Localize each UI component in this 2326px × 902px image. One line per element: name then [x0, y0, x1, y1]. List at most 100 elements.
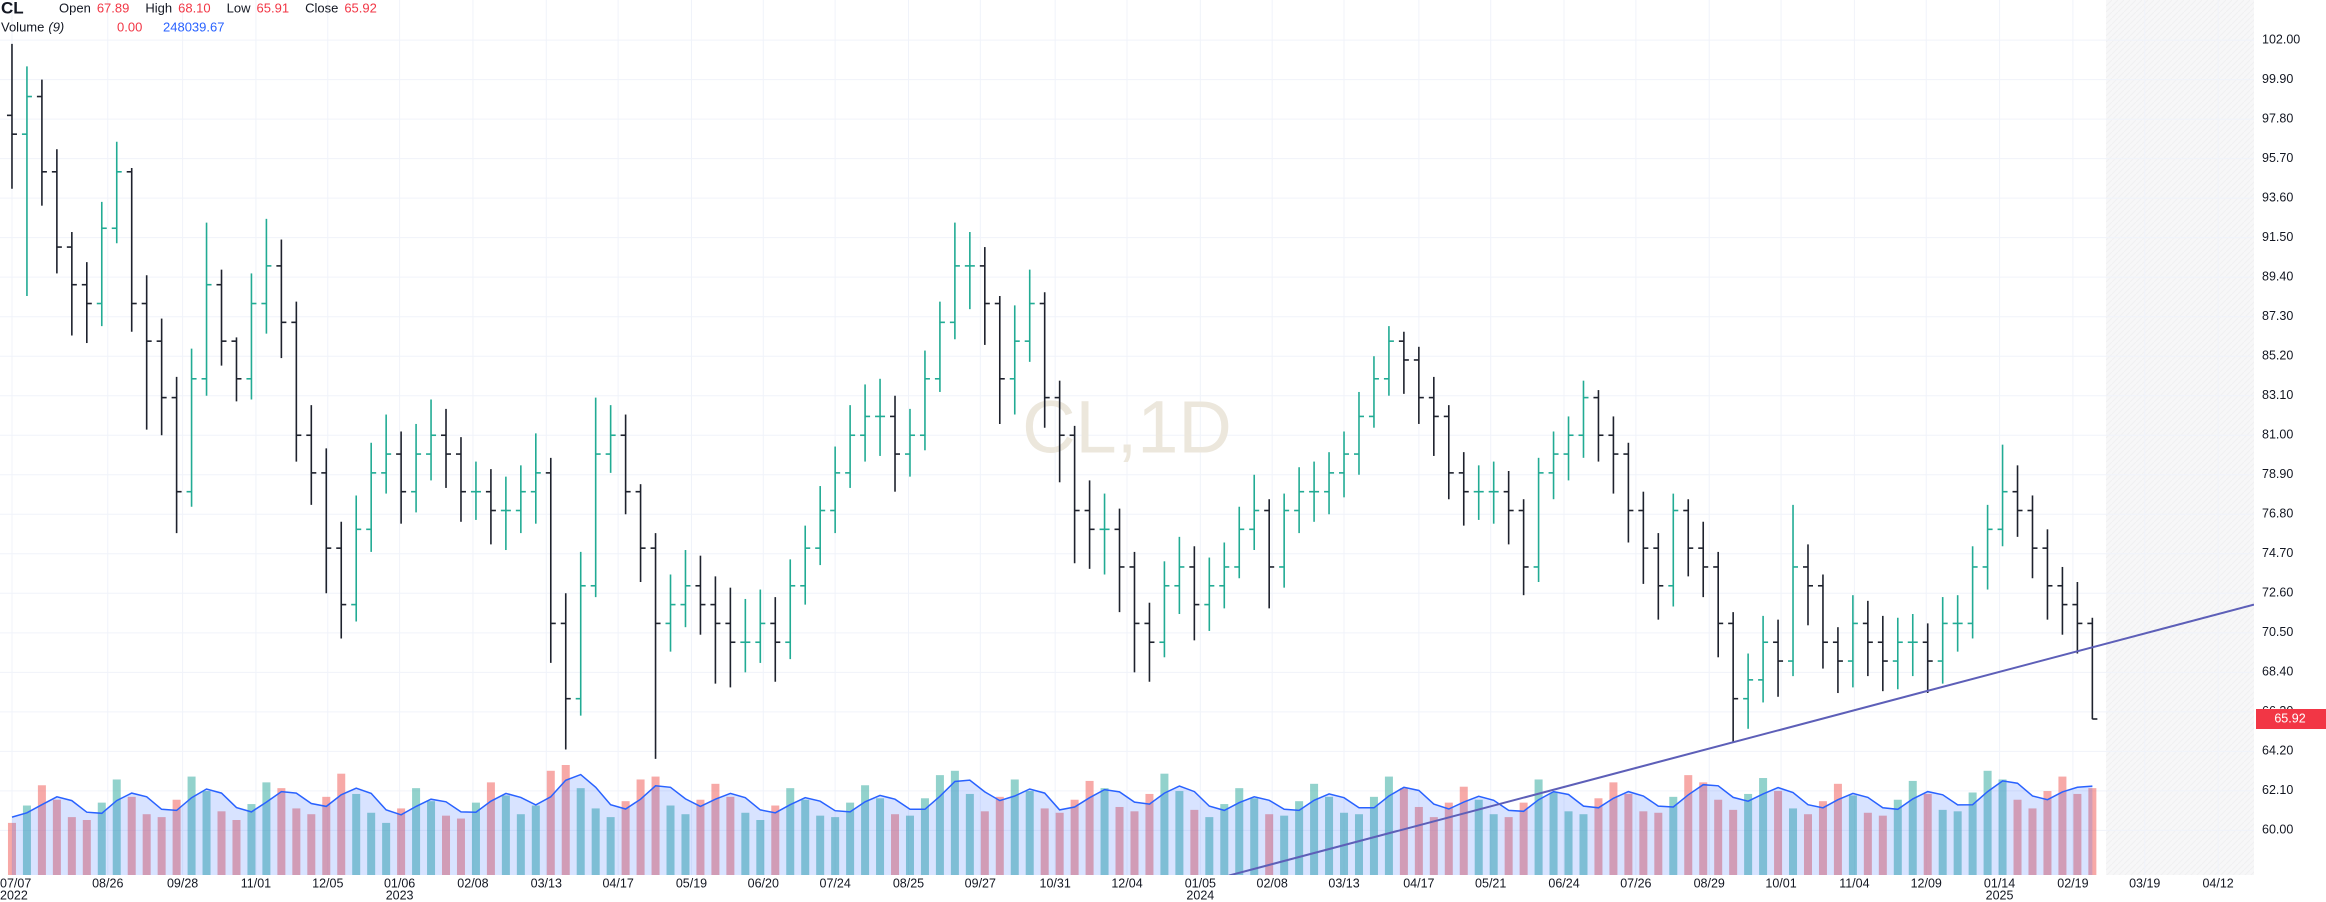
y-tick-label: 99.90 — [2262, 72, 2293, 86]
x-year-label: 2023 — [386, 888, 414, 902]
volume-bar — [1968, 792, 1977, 875]
volume-bar — [1220, 804, 1229, 875]
volume-bar — [97, 802, 106, 875]
watermark: CL,1D — [1022, 386, 1232, 469]
x-tick-label: 03/13 — [1328, 876, 1359, 890]
axis-layer: 102.00 99.90 97.80 95.70 93.60 91.50 89.40 87.3… — [0, 32, 2326, 902]
volume-bar — [1998, 779, 2007, 875]
volume-bar — [1789, 808, 1798, 875]
legend-label: Low — [227, 0, 251, 15]
legend-value: 67.89 — [97, 0, 130, 15]
volume-bar — [1848, 795, 1857, 875]
volume-bar — [382, 822, 391, 875]
y-tick-label: 74.70 — [2262, 546, 2293, 560]
volume-bar — [726, 796, 735, 875]
volume-bar — [1310, 783, 1319, 875]
volume-bar — [1893, 799, 1902, 875]
volume-bar — [1444, 802, 1453, 875]
y-tick-label: 62.10 — [2262, 783, 2293, 797]
volume-bar — [920, 798, 929, 875]
volume-bar — [1040, 808, 1049, 875]
volume-bar — [352, 793, 361, 875]
volume-bar — [1280, 815, 1289, 875]
volume-bar — [1175, 791, 1184, 875]
volume-bar — [187, 776, 196, 875]
volume-label: Volume — [1, 19, 44, 34]
volume-bar — [262, 782, 271, 875]
volume-ma-line — [11, 773, 2093, 818]
y-tick-label: 78.90 — [2262, 467, 2293, 481]
volume-bar — [1983, 770, 1992, 875]
future-area — [2106, 0, 2254, 875]
volume-bar — [1384, 776, 1393, 875]
volume-bar — [531, 805, 540, 875]
x-tick-label: 06/24 — [1548, 876, 1579, 890]
volume-bar — [1609, 782, 1618, 875]
volume-bar — [307, 814, 316, 875]
legend-value: 65.92 — [344, 0, 377, 15]
volume-bar — [247, 804, 256, 875]
x-tick-label: 02/19 — [2057, 876, 2088, 890]
y-tick-label: 68.40 — [2262, 665, 2293, 679]
volume-bar — [995, 796, 1004, 875]
volume-value: 0.00 — [117, 19, 142, 34]
x-tick-label: 05/19 — [676, 876, 707, 890]
volume-bar — [1489, 814, 1498, 875]
volume-bar — [1295, 801, 1304, 875]
y-tick-label: 64.20 — [2262, 744, 2293, 758]
volume-bar — [1070, 799, 1079, 875]
volume-bar — [1818, 801, 1827, 875]
volume-bar — [831, 817, 840, 875]
x-tick-label: 07/24 — [820, 876, 851, 890]
grid-layer — [0, 0, 2254, 875]
volume-bar — [1594, 798, 1603, 875]
volume-bar — [1205, 817, 1214, 875]
volume-bar — [322, 796, 331, 875]
volume-bar — [1474, 799, 1483, 875]
x-tick-label: 02/08 — [457, 876, 488, 890]
volume-bar — [1729, 809, 1738, 875]
volume-bar — [1534, 779, 1543, 875]
volume-bar — [1010, 779, 1019, 875]
x-year-label: 2024 — [1186, 888, 1214, 902]
volume-bar — [427, 801, 436, 875]
volume-bar — [1354, 814, 1363, 875]
x-tick-label: 08/26 — [92, 876, 123, 890]
volume-bar — [1699, 782, 1708, 875]
x-tick-label: 08/29 — [1694, 876, 1725, 890]
x-tick-label: 01/05 — [1185, 876, 1216, 890]
volume-bar — [801, 799, 810, 875]
y-tick-label: 95.70 — [2262, 151, 2293, 165]
x-tick-label: 10/31 — [1040, 876, 1071, 890]
volume-bar — [277, 788, 286, 875]
volume-bar — [1160, 773, 1169, 875]
last-price-label: 65.92 — [2274, 711, 2305, 725]
volume-bar — [1100, 788, 1109, 875]
volume-bar — [232, 820, 241, 875]
volume-bar — [1684, 775, 1693, 875]
volume-bar — [980, 811, 989, 875]
annotation-layer — [1228, 603, 2254, 875]
volume-bar — [1624, 793, 1633, 875]
volume-bar — [546, 770, 555, 875]
volume-bar — [516, 814, 525, 875]
volume-bar — [1669, 796, 1678, 875]
volume-bar — [1145, 793, 1154, 875]
volume-bar — [891, 814, 900, 875]
y-tick-label: 72.60 — [2262, 586, 2293, 600]
volume-bar — [112, 779, 121, 875]
volume-bar — [292, 808, 301, 875]
y-tick-label: 81.00 — [2262, 428, 2293, 442]
volume-bar — [651, 776, 660, 875]
bars-layer — [6, 43, 2098, 759]
volume-bar — [217, 811, 226, 875]
volume-bar — [202, 791, 211, 875]
volume-bar — [1414, 806, 1423, 875]
volume-bar — [576, 788, 585, 875]
legend-label: Close — [305, 0, 338, 15]
volume-bar — [67, 817, 76, 875]
x-tick-label: 07/26 — [1620, 876, 1651, 890]
volume-bar — [666, 805, 675, 875]
volume-bar — [1504, 817, 1513, 875]
x-tick-label: 09/27 — [965, 876, 996, 890]
